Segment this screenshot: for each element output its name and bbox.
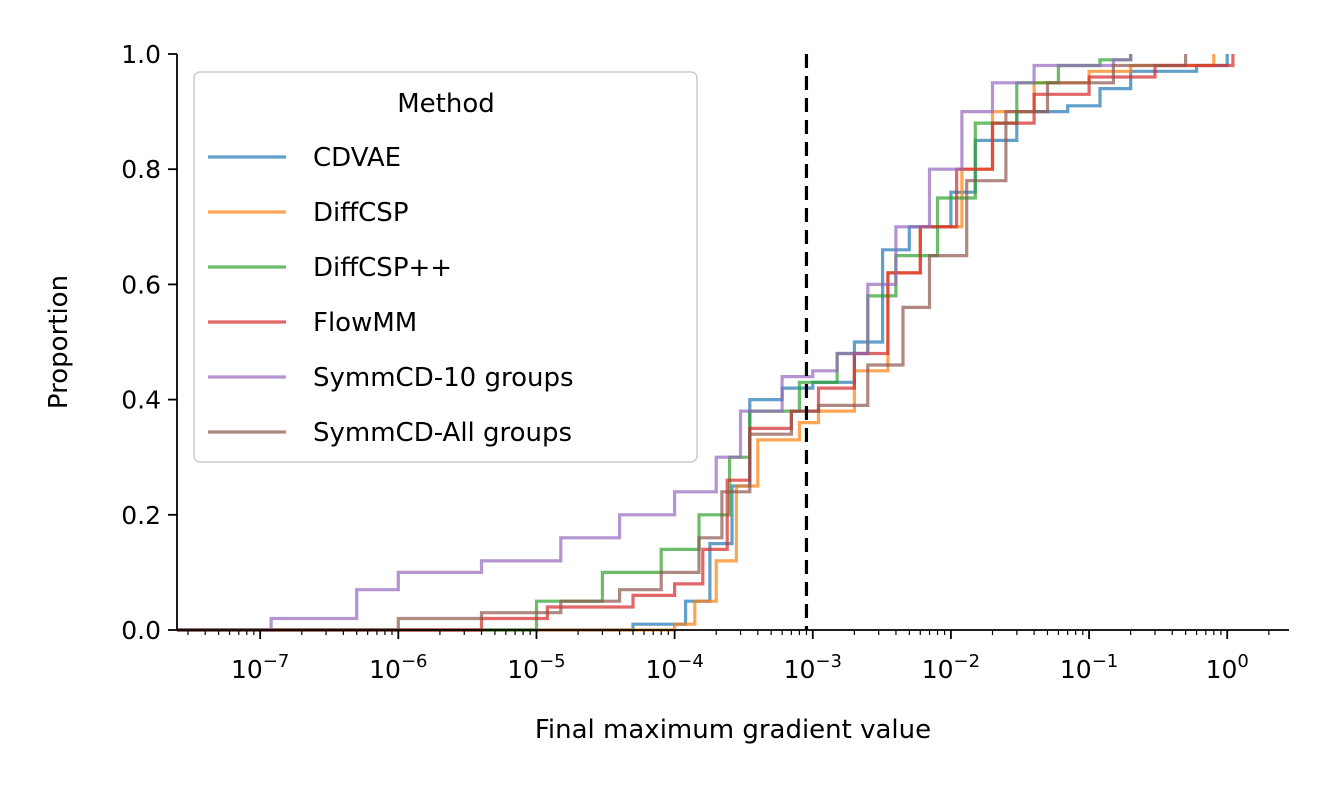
legend-title: Method [397,89,495,119]
legend-label-diffcsp: DiffCSP [313,198,409,228]
legend-box [193,71,698,463]
y-tick-label: 1.0 [121,40,161,69]
x-tick-label: 10−5 [507,651,565,684]
series-line-flowmm [177,54,1235,632]
y-tick-label: 0.6 [121,270,161,299]
x-tick-label: 100 [1206,651,1249,684]
legend-items: CDVAE DiffCSP DiffCSP++ FlowMM SymmCD-10 gro… [208,143,574,448]
x-minor-ticks [187,630,1270,635]
legend-label-symmcd-all-groups: SymmCD-All groups [313,418,572,448]
x-tick-label: 10−1 [1060,651,1118,684]
y-tick-label: 0.2 [121,501,161,530]
y-ticks: 0.0 0.2 0.4 0.6 0.8 1.0 [121,40,177,645]
legend: Method CDVAE DiffCSP DiffCSP++ FlowMM SymmCD… [193,71,698,463]
x-ticks: 10−7 10−6 10−5 10−4 10−3 10−2 10−1 100 [231,630,1249,684]
x-tick-label: 10−6 [369,651,427,684]
legend-label-symmcd-10-groups: SymmCD-10 groups [313,363,574,393]
x-axis-label: Final maximum gradient value [535,715,931,745]
x-tick-label: 10−4 [645,651,703,684]
y-tick-label: 0.0 [121,616,161,645]
series-line-symmcd-all-groups [177,54,1188,632]
y-axis-label: Proportion [44,275,74,409]
x-tick-label: 10−2 [922,651,980,684]
legend-label-cdvae: CDVAE [313,143,401,173]
y-tick-label: 0.4 [121,386,161,415]
y-tick-label: 0.8 [121,155,161,184]
legend-label-flowmm: FlowMM [313,308,417,338]
series-line-symmcd-10-groups [177,54,1133,632]
x-tick-label: 10−3 [784,651,842,684]
series-layer [177,54,1235,632]
x-tick-label: 10−7 [231,651,289,684]
legend-label-diffcsp-: DiffCSP++ [313,253,452,283]
